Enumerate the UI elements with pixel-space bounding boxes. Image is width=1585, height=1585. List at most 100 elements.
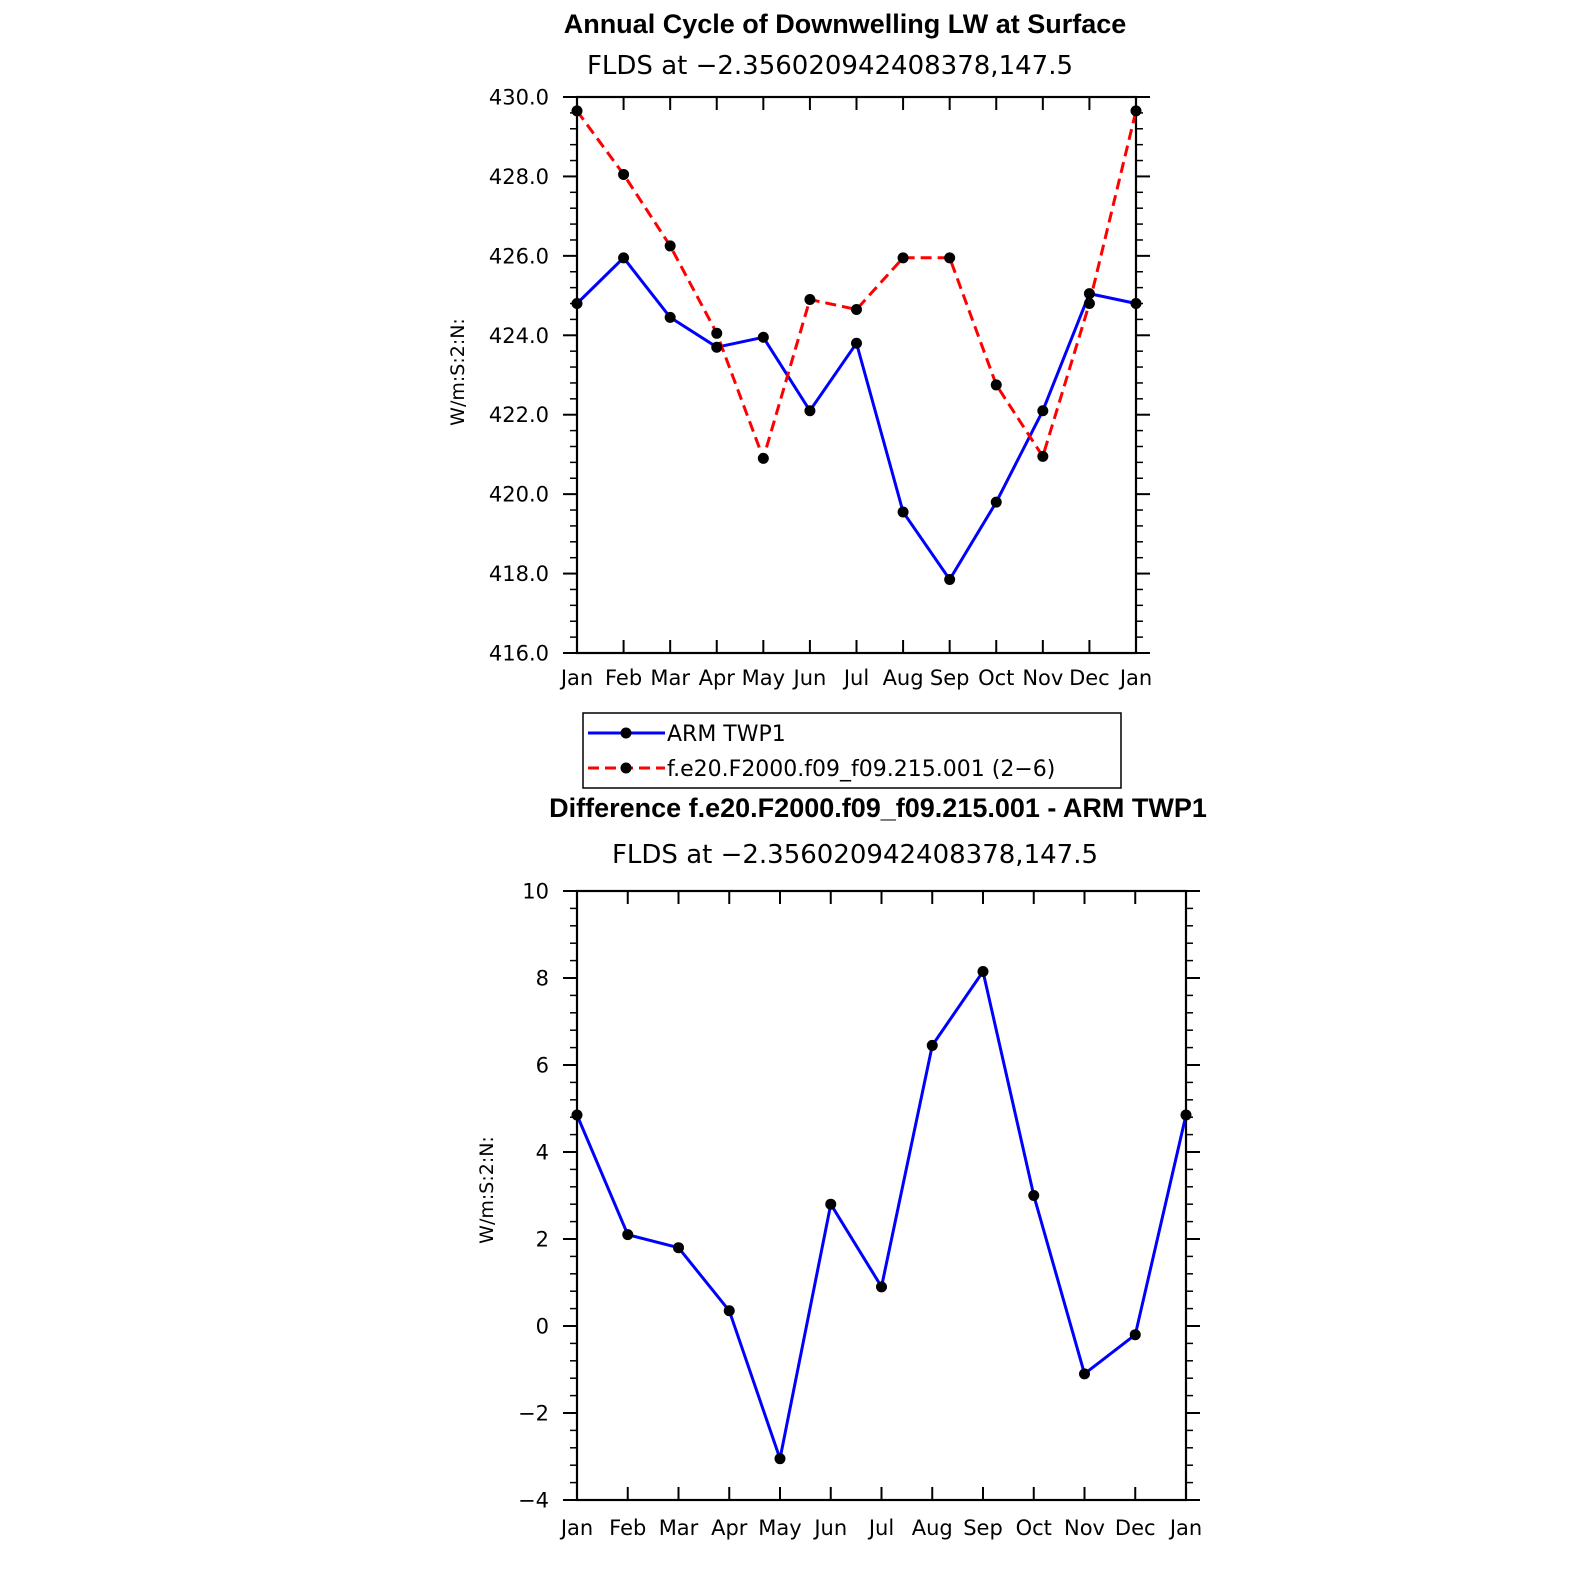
x-tick-label: Sep bbox=[963, 1516, 1003, 1540]
x-tick-label: Oct bbox=[1016, 1516, 1052, 1540]
chart2-title: Difference f.e20.F2000.f09_f09.215.001 -… bbox=[549, 793, 1207, 823]
chart1-ylabel: W/m:S:2:N: bbox=[447, 318, 469, 426]
x-tick-label: Jan bbox=[1118, 666, 1152, 690]
series-1-point bbox=[723, 1305, 735, 1317]
series-1-point bbox=[804, 405, 816, 417]
series-2-point bbox=[664, 240, 676, 252]
series-2-point bbox=[757, 452, 769, 464]
x-tick-label: Jan bbox=[559, 1516, 593, 1540]
y-tick-label: −2 bbox=[518, 1402, 549, 1426]
series-1-point bbox=[757, 331, 769, 343]
y-tick-label: 416.0 bbox=[489, 642, 549, 666]
series-1-point bbox=[571, 1109, 583, 1121]
series-1-point bbox=[774, 1453, 786, 1465]
series-1-point bbox=[711, 341, 723, 353]
series-2-point bbox=[804, 294, 816, 306]
x-tick-label: Nov bbox=[1064, 1516, 1105, 1540]
x-tick-label: Apr bbox=[699, 666, 736, 690]
y-tick-label: 420.0 bbox=[489, 483, 549, 507]
y-tick-label: 430.0 bbox=[489, 86, 549, 110]
y-tick-label: 8 bbox=[536, 967, 549, 991]
x-tick-label: Nov bbox=[1022, 666, 1063, 690]
x-tick-label: Mar bbox=[659, 1516, 699, 1540]
x-tick-label: Jul bbox=[842, 666, 869, 690]
x-tick-label: Jan bbox=[1168, 1516, 1202, 1540]
series-1-point bbox=[990, 496, 1002, 508]
series-1-point bbox=[1180, 1109, 1192, 1121]
series-1-point bbox=[664, 311, 676, 323]
y-tick-label: 426.0 bbox=[489, 244, 549, 268]
chart2-series bbox=[571, 965, 1192, 1465]
series-1-point bbox=[673, 1242, 684, 1254]
series-1-point bbox=[1130, 298, 1142, 310]
legend-label-arm: ARM TWP1 bbox=[667, 722, 786, 747]
series-line-2 bbox=[575, 110, 1138, 464]
x-tick-label: Dec bbox=[1115, 1516, 1156, 1540]
chart1-axes: Jan Feb Mar Apr May Jun Jul Aug Sep Oct Nov Dec Jan 4… bbox=[489, 86, 1152, 691]
x-tick-label: Feb bbox=[609, 1516, 646, 1540]
series-2-point bbox=[1037, 450, 1049, 462]
x-tick-label: Oct bbox=[978, 666, 1014, 690]
y-tick-label: −4 bbox=[518, 1489, 549, 1513]
series-1-point bbox=[876, 1281, 887, 1293]
chart2-subtitle: FLDS at −2.356020942408378,147.5 bbox=[612, 840, 1098, 870]
series-1-point bbox=[851, 337, 862, 349]
x-tick-label: Apr bbox=[711, 1516, 748, 1540]
y-tick-label: 2 bbox=[536, 1228, 549, 1252]
series-2-point bbox=[1083, 298, 1095, 310]
chart1-title: Annual Cycle of Downwelling LW at Surfac… bbox=[564, 9, 1127, 39]
x-tick-label: Sep bbox=[930, 666, 970, 690]
x-tick-label: Dec bbox=[1069, 666, 1110, 690]
x-tick-label: May bbox=[758, 1516, 801, 1540]
chart1-subtitle: FLDS at −2.356020942408378,147.5 bbox=[587, 51, 1073, 81]
series-1-point bbox=[897, 506, 909, 518]
series-2-point bbox=[618, 168, 630, 180]
chart2-frame bbox=[575, 889, 1188, 1502]
y-tick-label: 4 bbox=[536, 1141, 549, 1165]
series-2-point bbox=[851, 303, 862, 315]
series-1-point bbox=[926, 1039, 938, 1051]
y-tick-label: 418.0 bbox=[489, 562, 549, 586]
legend-marker-arm bbox=[620, 727, 632, 739]
series-2-point bbox=[897, 252, 909, 264]
chart2-ylabel: W/m:S:2:N: bbox=[476, 1136, 498, 1244]
series-2-point bbox=[1130, 105, 1142, 117]
x-tick-label: Jan bbox=[559, 666, 593, 690]
series-1-point bbox=[944, 574, 956, 586]
series-1-point bbox=[977, 965, 989, 977]
x-tick-label: Mar bbox=[650, 666, 690, 690]
series-2-point bbox=[944, 252, 956, 264]
series-1-point bbox=[1083, 288, 1095, 300]
x-tick-label: Aug bbox=[883, 666, 924, 690]
series-1-point bbox=[571, 298, 583, 310]
series-2-point bbox=[571, 105, 583, 117]
series-1-point bbox=[1037, 405, 1049, 417]
series-1-point bbox=[825, 1198, 837, 1210]
chart2-axes: Jan Feb Mar Apr May Jun Jul Aug Sep Oct Nov Dec Jan−… bbox=[518, 880, 1202, 1541]
legend-label-model: f.e20.F2000.f09_f09.215.001 (2−6) bbox=[667, 757, 1055, 782]
series-1-point bbox=[1129, 1329, 1141, 1341]
x-tick-label: Jul bbox=[867, 1516, 894, 1540]
y-tick-label: 6 bbox=[536, 1054, 549, 1078]
chart1-series bbox=[571, 105, 1142, 586]
series-1-point bbox=[1028, 1190, 1040, 1201]
chart1-frame bbox=[575, 95, 1138, 655]
x-tick-label: Feb bbox=[605, 666, 642, 690]
y-tick-label: 424.0 bbox=[489, 324, 549, 348]
chart-difference: Difference f.e20.F2000.f09_f09.215.001 -… bbox=[476, 793, 1207, 1540]
x-tick-label: Jun bbox=[812, 1516, 847, 1540]
series-1-point bbox=[622, 1229, 634, 1241]
y-tick-label: 428.0 bbox=[489, 165, 549, 189]
y-tick-label: 422.0 bbox=[489, 403, 549, 427]
legend-box bbox=[582, 712, 1122, 789]
legend-marker-model bbox=[620, 762, 632, 774]
legend: ARM TWP1 f.e20.F2000.f09_f09.215.001 (2−… bbox=[582, 712, 1122, 789]
y-tick-label: 10 bbox=[522, 880, 549, 904]
y-tick-label: 0 bbox=[536, 1315, 549, 1339]
x-tick-label: Jun bbox=[792, 666, 827, 690]
series-1-point bbox=[1079, 1368, 1090, 1380]
x-tick-label: May bbox=[742, 666, 785, 690]
chart-annual-cycle: Annual Cycle of Downwelling LW at Surfac… bbox=[447, 9, 1152, 690]
x-tick-label: Aug bbox=[912, 1516, 953, 1540]
